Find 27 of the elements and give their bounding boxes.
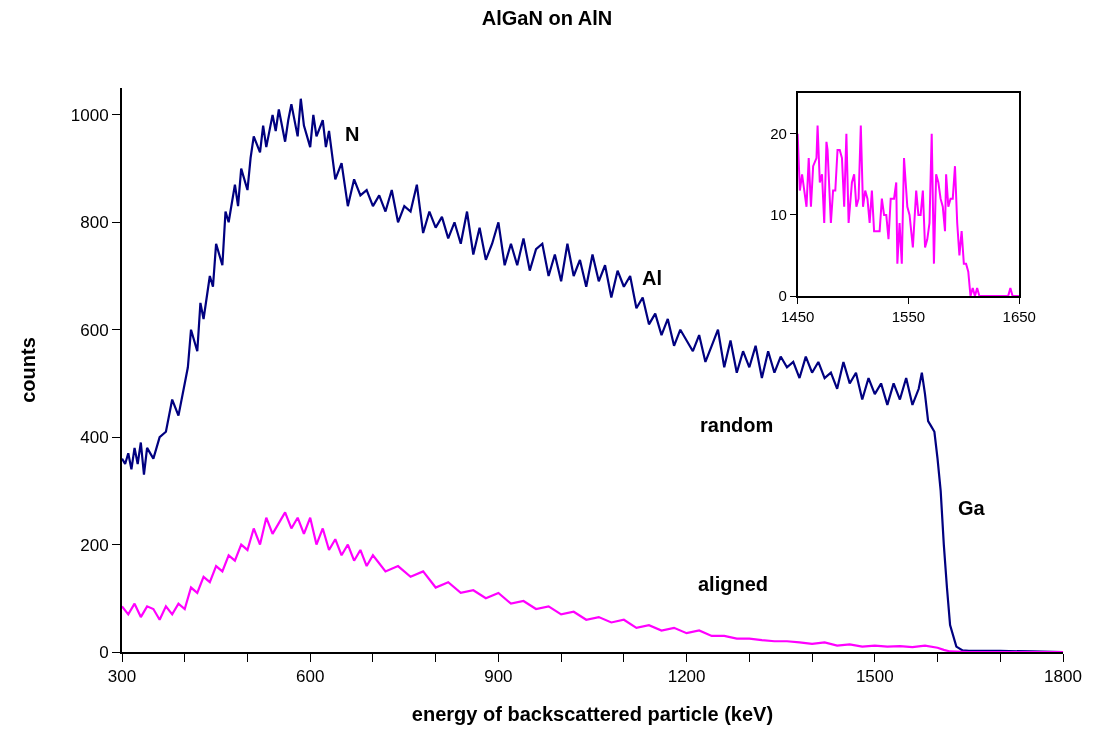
y-tick-label: 1000	[70, 105, 109, 125]
y-axis-title: counts	[16, 337, 39, 403]
x-tick-label: 1500	[855, 667, 894, 687]
x-axis-title: energy of backscattered particle (keV)	[411, 703, 774, 726]
annotation: Ga	[958, 497, 986, 519]
y-tick-label: 600	[80, 320, 109, 340]
x-tick-label: 1200	[667, 667, 706, 687]
x-tick-label: 1550	[891, 307, 926, 325]
y-tick-label: 0	[99, 642, 109, 662]
x-tick-label: 1800	[1044, 667, 1082, 687]
x-tick-label: 1450	[780, 307, 815, 325]
x-tick-label: 900	[484, 667, 513, 687]
annotation: N	[345, 123, 360, 145]
y-tick-label: 10	[770, 206, 787, 224]
x-tick-label: 600	[296, 667, 325, 687]
x-tick-label: 300	[107, 667, 137, 687]
line-series	[797, 124, 1020, 297]
annotation: aligned	[698, 573, 769, 595]
annotation: Al	[642, 267, 662, 289]
annotation: random	[700, 414, 774, 436]
y-tick-label: 0	[778, 287, 787, 305]
y-tick-label: 400	[80, 428, 109, 448]
y-tick-label: 800	[80, 213, 109, 233]
x-tick-label: 1650	[1002, 307, 1036, 325]
y-tick-label: 200	[80, 535, 109, 555]
chart-title: AlGaN on AlN	[481, 7, 613, 30]
y-tick-label: 20	[770, 124, 787, 142]
